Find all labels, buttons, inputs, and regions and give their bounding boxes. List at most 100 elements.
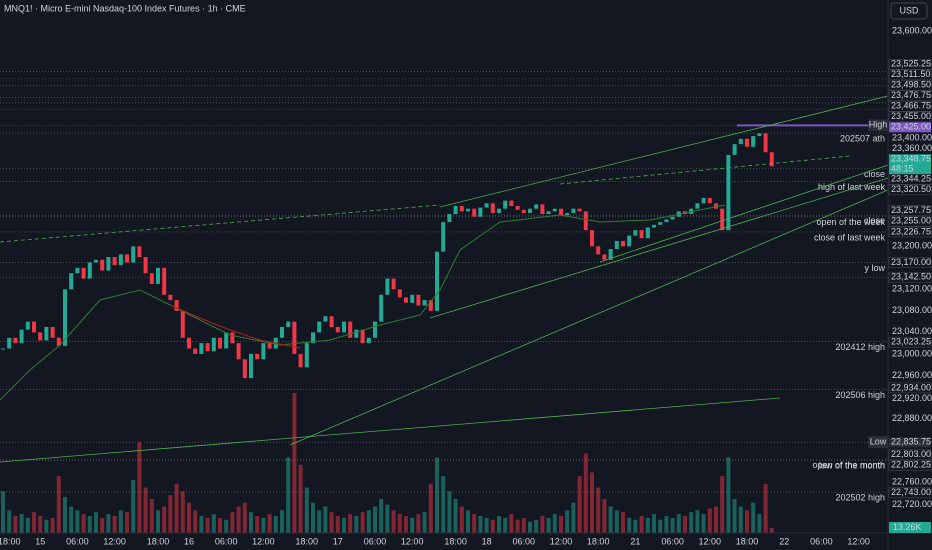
volume-bar: [639, 515, 644, 533]
y-tick-label: 23,200.00: [892, 241, 932, 251]
x-tick-label: 06:00: [513, 536, 536, 546]
y-tick-label: 23,120.00: [892, 284, 932, 294]
candle-body: [286, 321, 291, 328]
candle-body: [639, 230, 644, 239]
candle-body: [280, 327, 284, 338]
x-tick-label: 12:00: [401, 536, 424, 546]
level-name: open of the month: [812, 460, 885, 470]
volume-bar: [745, 510, 749, 533]
candle-body: [125, 254, 129, 263]
candle-body: [428, 300, 433, 311]
price-label-box: [889, 122, 931, 133]
candle-body: [435, 251, 439, 311]
candle-body: [311, 332, 315, 344]
plot: High 202507 ath close high of last week clos…: [0, 71, 888, 533]
volume-bar: [602, 498, 607, 533]
candle-body: [360, 329, 365, 344]
candle-body: [503, 200, 508, 209]
volume-bar: [329, 512, 334, 533]
volume-bar: [311, 502, 315, 533]
volume-bar: [416, 514, 421, 533]
candle-body: [645, 227, 650, 239]
x-tick-label: 18:00: [736, 536, 759, 546]
volume-bar: [218, 517, 222, 533]
price-label-box: [888, 215, 932, 227]
volume-bar: [63, 497, 67, 533]
candle-body: [25, 321, 30, 330]
volume-bar: [199, 515, 204, 533]
volume-bar: [707, 508, 712, 533]
volume-bar: [174, 483, 179, 533]
price-label-box: [888, 382, 932, 394]
volume-bar: [732, 498, 737, 533]
candle-body: [323, 316, 328, 322]
price-label: 23,226.75: [891, 226, 931, 236]
x-tick-label: 06:00: [364, 536, 387, 546]
candle-body: [757, 133, 762, 137]
x-tick-label: 18:00: [147, 536, 170, 546]
candle-body: [472, 208, 477, 217]
price-label-box: [888, 184, 932, 196]
volume-bar: [112, 515, 117, 533]
volume-bar: [614, 510, 619, 533]
candle-body: [7, 337, 12, 349]
price-label: 22,802.25: [891, 460, 931, 470]
volume-bar: [689, 512, 694, 533]
trend-line: [0, 397, 781, 463]
x-tick-label: 17: [333, 536, 343, 546]
candle-body: [298, 353, 303, 368]
candle-body: [342, 321, 346, 333]
candle-body: [546, 211, 551, 215]
candle-body: [720, 208, 725, 231]
candle-body: [230, 332, 235, 344]
candle-body: [242, 359, 247, 379]
x-tick-label: 16: [184, 536, 194, 546]
volume-bar: [87, 515, 92, 533]
candle-body: [335, 327, 340, 333]
volume-bar: [596, 487, 601, 533]
x-tick-label: 06:00: [810, 536, 833, 546]
level-name-box: [868, 436, 888, 449]
x-tick-label: 12:00: [847, 536, 870, 546]
volume-bar: [354, 515, 359, 533]
volume-bar: [366, 510, 371, 533]
volume-bar: [211, 514, 216, 533]
price-label: 23,142.50: [891, 272, 931, 282]
volume-bar: [763, 483, 768, 533]
volume-bar: [118, 510, 123, 533]
volume-label: 13.26K: [893, 522, 922, 532]
candle-body: [32, 321, 36, 333]
candle-body: [63, 289, 67, 346]
candle-body: [596, 246, 601, 255]
candle-body: [162, 267, 167, 295]
candle-body: [459, 205, 464, 212]
candle-body: [621, 240, 625, 247]
volume-bar: [428, 483, 433, 533]
volume-bar: [571, 502, 576, 533]
volume-bar: [205, 517, 210, 533]
currency-button[interactable]: [890, 2, 928, 20]
candle-body: [769, 152, 774, 167]
volume-bar: [193, 510, 198, 533]
candle-body: [292, 321, 297, 354]
candle-body: [211, 337, 216, 352]
candle-body: [236, 343, 241, 360]
volume-bar: [577, 476, 582, 533]
price-label: 22,835.75: [891, 437, 931, 447]
volume-bar: [447, 491, 452, 533]
volume-bar: [373, 506, 377, 533]
volume-bar: [180, 491, 185, 533]
volume-bar: [521, 517, 526, 533]
currency-label[interactable]: USD: [899, 5, 919, 15]
price-label-box: [888, 336, 932, 348]
volume-bar: [664, 515, 669, 533]
price-label: 23,476.75: [891, 90, 931, 100]
x-tick-label: 18:00: [0, 536, 20, 546]
level-name: close: [864, 169, 885, 179]
candle-body: [726, 154, 731, 231]
volume-bar: [137, 442, 142, 533]
x-tick-label: 06:00: [215, 536, 238, 546]
candle-body: [397, 289, 402, 298]
candle-body: [732, 144, 737, 155]
volume-bar: [69, 506, 74, 533]
